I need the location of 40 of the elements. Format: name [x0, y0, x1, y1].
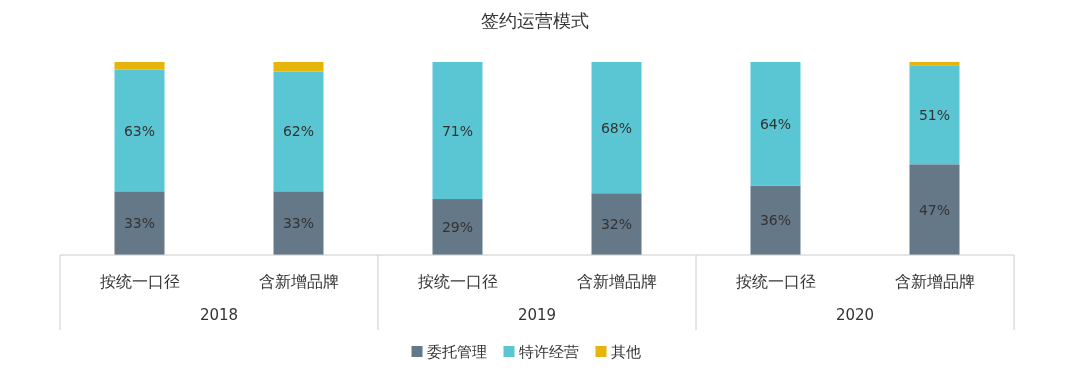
text: 2019 — [517, 306, 557, 324]
data-label: 33% — [123, 215, 156, 232]
x-tick-label: 按统一口径 — [417, 272, 498, 291]
legend-label: 其他 — [610, 343, 641, 361]
bar — [273, 71, 324, 192]
data-label: 64% — [759, 115, 792, 132]
text: 2018 — [199, 306, 239, 324]
bar — [591, 193, 642, 255]
data-label: 29% — [441, 219, 474, 236]
bar — [909, 164, 960, 255]
bar — [909, 65, 960, 165]
data-label: 47% — [918, 201, 951, 218]
bar — [750, 62, 801, 186]
bar — [114, 69, 165, 192]
data-label: 63% — [123, 122, 156, 139]
data-label: 71% — [441, 122, 474, 139]
x-tick-label: 按统一口径 — [99, 272, 180, 291]
data-label: 33% — [282, 215, 315, 232]
data-label: 68% — [600, 119, 633, 136]
legend-label: 特许经营 — [518, 343, 579, 361]
chart-title: 签约运营模式 — [480, 10, 589, 31]
text: 2020 — [835, 306, 875, 324]
bar — [750, 185, 801, 255]
data-label: 32% — [600, 216, 633, 233]
bar — [432, 62, 483, 200]
x-tick-label: 按统一口径 — [735, 272, 816, 291]
x-tick-label: 含新增品牌 — [576, 272, 657, 291]
data-label: 51% — [918, 107, 951, 124]
bar — [909, 62, 960, 66]
legend-label: 委托管理 — [426, 343, 487, 361]
bar — [273, 191, 324, 255]
x-tick-label: 含新增品牌 — [894, 272, 975, 291]
bar — [273, 62, 324, 72]
data-label: 36% — [759, 212, 792, 229]
bar — [432, 199, 483, 255]
x-tick-label: 含新增品牌 — [258, 272, 339, 291]
bar — [114, 191, 165, 255]
bar — [114, 62, 165, 70]
bar — [591, 62, 642, 194]
data-label: 62% — [282, 123, 315, 140]
